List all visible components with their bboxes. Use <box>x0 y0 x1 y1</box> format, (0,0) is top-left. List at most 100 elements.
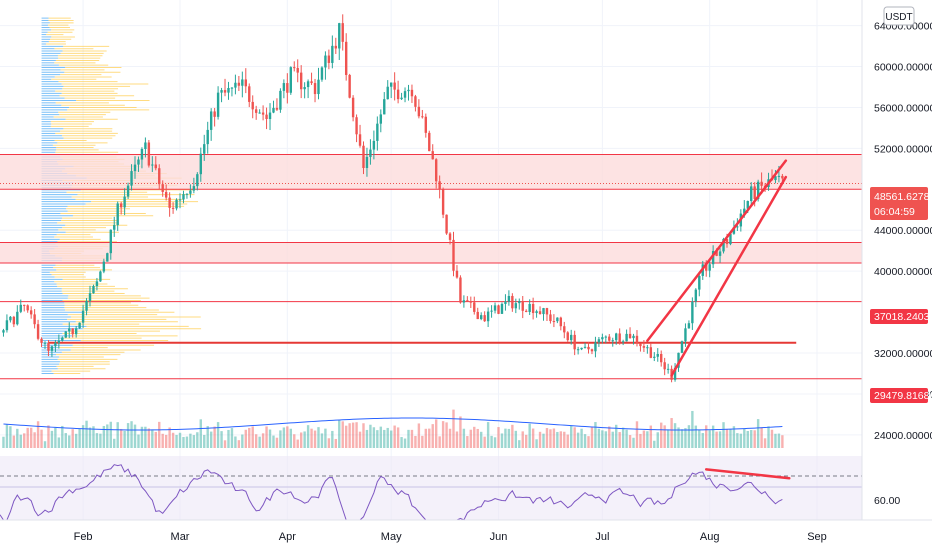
candle-body <box>130 171 133 186</box>
candle-body <box>774 176 777 181</box>
volume-bar <box>556 431 559 448</box>
candle-body <box>119 203 123 208</box>
candle-body <box>608 336 611 341</box>
volume-bar <box>428 428 431 448</box>
wedge-lower-trendline <box>670 175 788 377</box>
candle-body <box>479 315 483 320</box>
candle-body <box>604 336 608 338</box>
candle-body <box>400 97 403 100</box>
volume-bar <box>299 432 303 448</box>
volume-bar <box>341 421 344 448</box>
volume-bar <box>158 421 161 448</box>
volume-bar <box>549 429 552 448</box>
volume-bar <box>254 434 258 448</box>
volume-bar <box>389 430 393 448</box>
volume-bar <box>313 430 317 448</box>
volume-bar <box>362 423 365 448</box>
candle-body <box>265 114 268 120</box>
candle-body <box>421 116 424 118</box>
candle-body <box>206 129 209 145</box>
candle-body <box>521 301 524 311</box>
volume-bar <box>545 428 549 448</box>
time-axis[interactable]: Feb Mar Apr May Jun Jul Aug Sep <box>74 531 827 543</box>
candle-body <box>220 90 223 93</box>
volume-bar <box>88 427 92 448</box>
volume-bar <box>525 434 528 448</box>
candle-body <box>338 23 341 49</box>
candle-body <box>493 305 497 311</box>
candle-body <box>576 349 580 351</box>
volume-bar <box>99 433 102 448</box>
trendline-drawings[interactable] <box>646 159 791 480</box>
candle-body <box>213 111 216 117</box>
volume-bar <box>601 430 604 448</box>
volume-bar <box>61 425 64 448</box>
candle-body <box>715 250 718 256</box>
volume-bar <box>705 425 708 448</box>
volume-bar <box>396 427 400 448</box>
candle-body <box>445 214 448 234</box>
currency-badge[interactable]: USDT <box>883 6 915 26</box>
volume-bar <box>552 428 556 448</box>
volume-bar <box>628 435 632 448</box>
volume-bar <box>241 434 244 448</box>
candle-body <box>261 112 265 115</box>
candle-body <box>268 112 272 120</box>
volume-bar <box>29 427 33 448</box>
volume-bar <box>130 421 133 448</box>
candle-body <box>106 253 109 262</box>
volume-bar <box>237 440 241 448</box>
volume-bar <box>497 427 500 448</box>
volume-bar <box>113 438 116 448</box>
current-price-value: 48561.62789 <box>874 191 932 203</box>
price-tick-label: 56000.00000 <box>874 102 932 114</box>
time-tick-label: Jun <box>490 531 508 543</box>
candle-body <box>625 333 628 342</box>
candle-body <box>632 335 635 339</box>
volume-bar <box>680 429 684 448</box>
candle-body <box>466 300 469 302</box>
candle-body <box>209 111 213 130</box>
volume-bar <box>261 433 265 448</box>
volume-bar <box>168 427 171 448</box>
candle-body <box>109 229 112 254</box>
zone-1 <box>0 242 862 263</box>
candle-body <box>760 181 763 186</box>
candle-body <box>61 337 64 341</box>
horizontal-levels[interactable] <box>0 183 862 380</box>
candle-body <box>570 334 573 341</box>
volume-bar <box>531 428 535 448</box>
volume-bar <box>500 433 504 448</box>
volume-bar <box>715 431 718 448</box>
volume-bar <box>514 430 518 448</box>
candle-body <box>729 233 732 245</box>
candle-body <box>500 303 504 314</box>
candle-body <box>694 289 698 302</box>
volume-bar <box>625 429 628 448</box>
volume-bar <box>209 431 213 448</box>
candle-body <box>434 159 438 182</box>
volume-bar <box>227 429 230 448</box>
candle-body <box>365 156 369 168</box>
volume-bar <box>594 422 597 448</box>
volume-bar <box>133 424 137 448</box>
volume-bar <box>770 429 774 448</box>
candle-body <box>113 225 116 230</box>
candle-body <box>9 316 12 321</box>
volume-bar <box>119 428 123 448</box>
candle-body <box>43 342 47 344</box>
zone-0 <box>0 154 862 190</box>
candle-body <box>639 343 642 347</box>
volume-bar <box>438 436 441 448</box>
candle-body <box>372 140 376 150</box>
volume-bar <box>473 426 476 448</box>
volume-bar <box>106 424 109 448</box>
price-tick-label: 60000.00000 <box>874 62 932 74</box>
candle-body <box>756 181 760 200</box>
candle-body <box>147 142 151 166</box>
candle-body <box>504 301 507 304</box>
price-axis[interactable]: 64000.0000060000.0000056000.0000052000.0… <box>874 21 932 442</box>
candle-body <box>85 300 88 311</box>
